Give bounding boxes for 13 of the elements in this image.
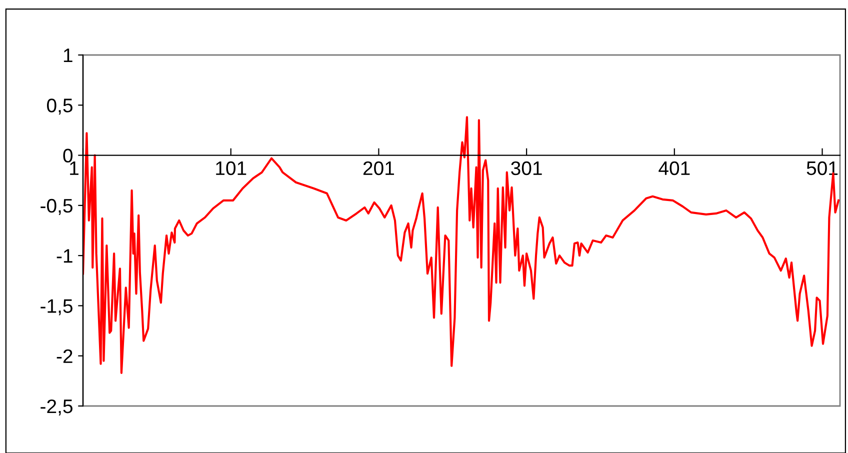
- y-tick-label: 0,5: [47, 98, 72, 115]
- y-tick-label: 1: [64, 48, 72, 62]
- y-tick-label: -1,5: [40, 299, 72, 316]
- y-tick-label: -2: [56, 349, 72, 363]
- x-tick-label: 201: [363, 161, 394, 176]
- x-tick-label: 101: [216, 161, 246, 176]
- x-tick-label: 301: [511, 161, 542, 176]
- y-tick-label: -2,5: [40, 399, 72, 416]
- x-tick-label: 501: [806, 161, 838, 176]
- y-tick-label: -1: [56, 249, 72, 263]
- x-tick-label: 401: [658, 161, 690, 176]
- y-tick-label: -0,5: [40, 198, 72, 215]
- y-tick-label: 0: [63, 148, 73, 163]
